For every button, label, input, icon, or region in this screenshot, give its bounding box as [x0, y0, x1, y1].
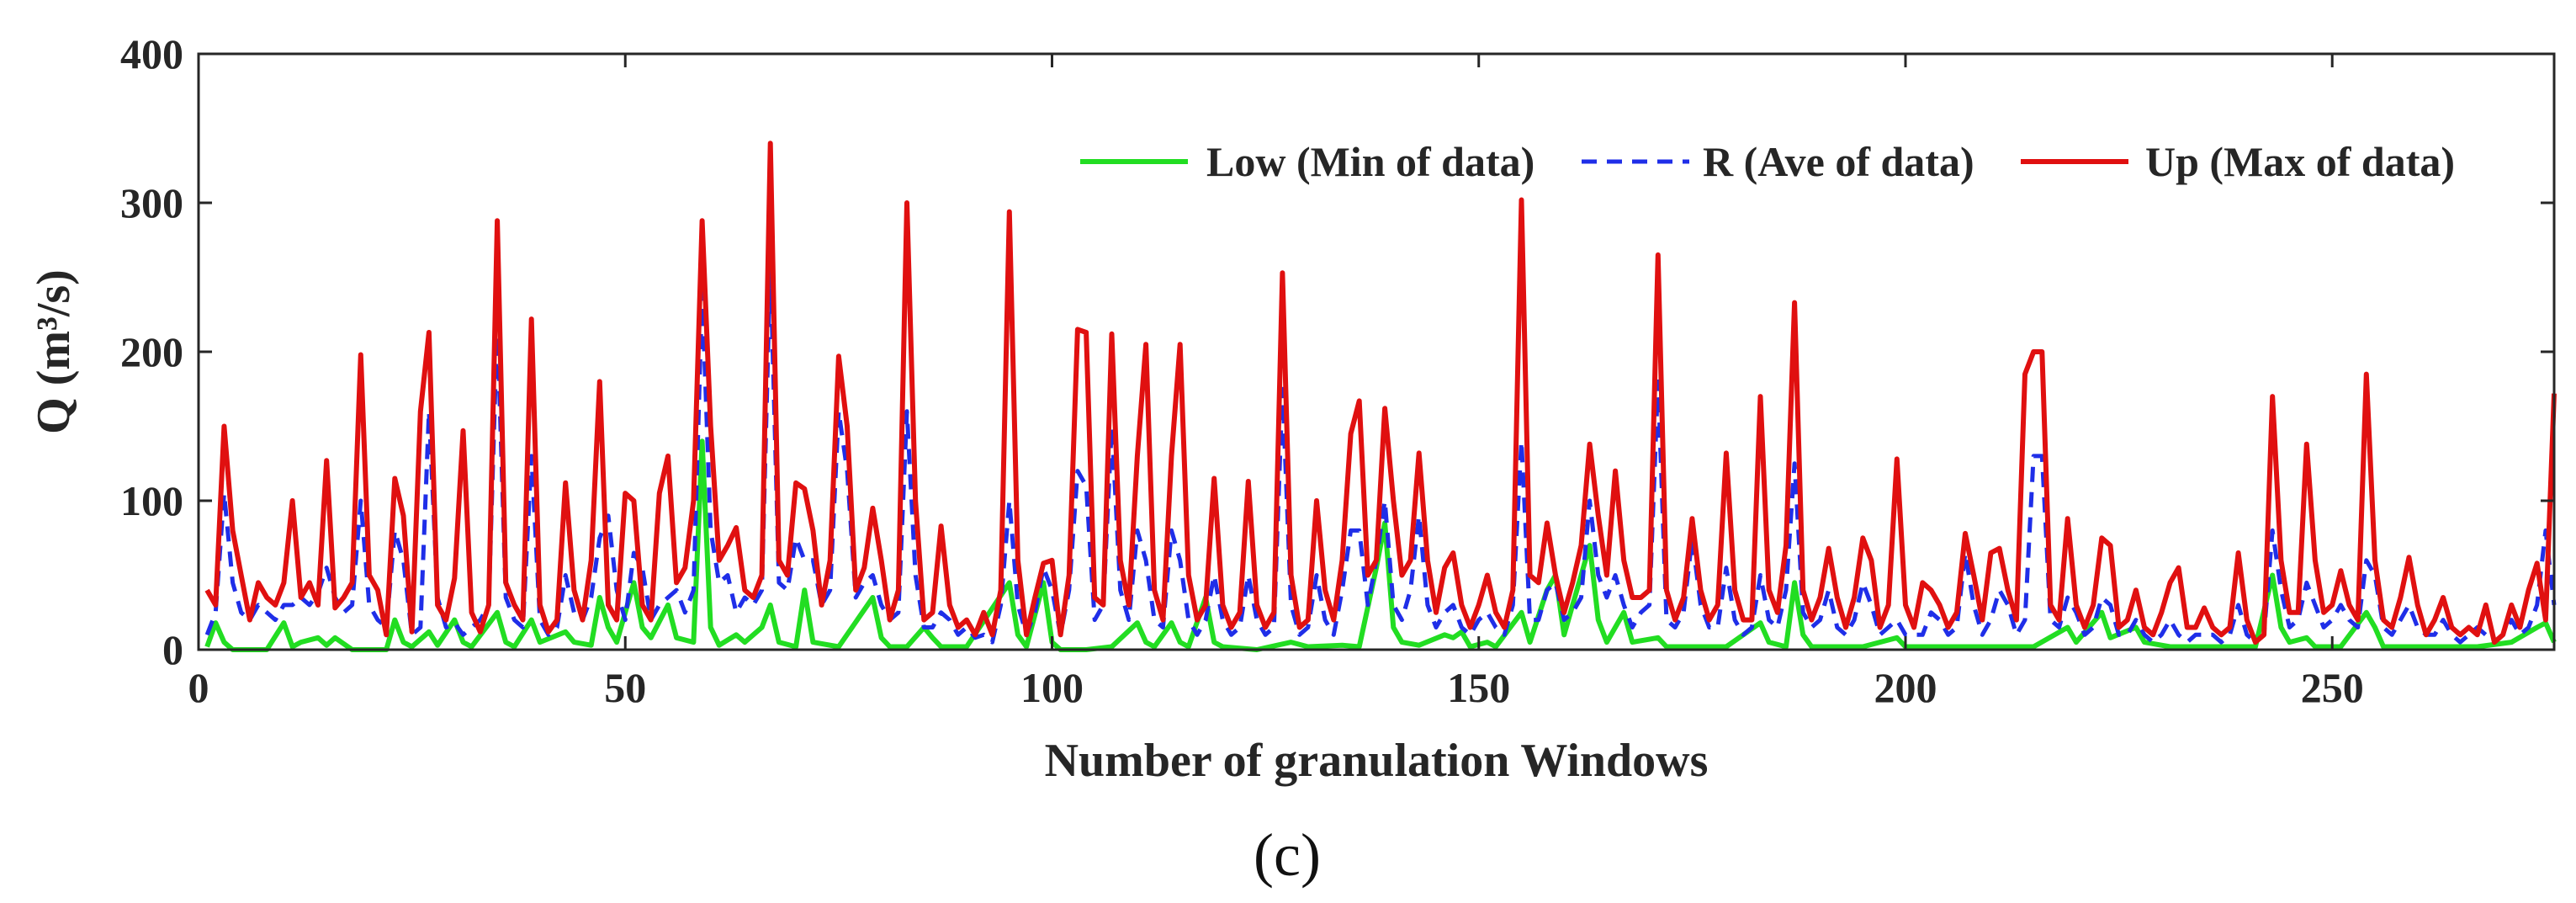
series-layer	[204, 141, 2557, 652]
legend: Low (Min of data) R (Ave of data) Up (Max …	[1080, 138, 2455, 185]
legend-label-ave: R (Ave of data)	[1703, 138, 1974, 185]
y-tick-label: 300	[120, 179, 183, 226]
x-tick-label: 50	[604, 664, 646, 711]
y-tick-label: 100	[120, 477, 183, 524]
figure-caption: (c)	[1254, 821, 1321, 889]
y-axis-title: Q (m³/s)	[28, 269, 80, 434]
x-tick-label: 150	[1447, 664, 1510, 711]
x-tick-label: 100	[1020, 664, 1084, 711]
series-line-ave	[204, 260, 2557, 645]
x-axis-title: Number of granulation Windows	[1045, 735, 1709, 787]
x-tick-label: 0	[188, 664, 209, 711]
series-line-up	[204, 141, 2557, 645]
legend-label-low: Low (Min of data)	[1206, 138, 1534, 185]
legend-label-up: Up (Max of data)	[2145, 138, 2455, 185]
x-tick-label: 200	[1874, 664, 1937, 711]
y-axis-ticks: 0 100 200 300 400	[120, 30, 2554, 673]
y-tick-label: 0	[162, 626, 183, 673]
y-tick-label: 400	[120, 30, 183, 77]
y-tick-label: 200	[120, 328, 183, 375]
x-axis-ticks: 0 50 100 150 200 250	[188, 54, 2364, 711]
x-tick-label: 250	[2301, 664, 2364, 711]
